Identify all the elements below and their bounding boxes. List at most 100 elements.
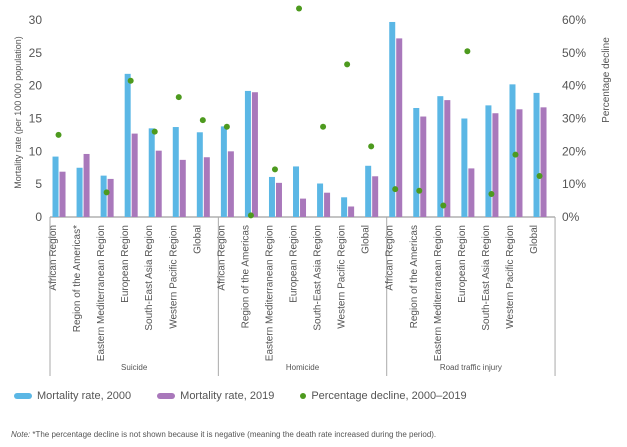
category-label: African Region <box>216 225 227 291</box>
bar-2000 <box>148 128 155 217</box>
bar-2000 <box>461 118 468 217</box>
category-label: Eastern Mediterranean Region <box>264 225 275 361</box>
bar-2019 <box>107 178 114 217</box>
y-left-tick-label: 30 <box>29 13 43 27</box>
bar-2019 <box>203 157 210 217</box>
bar-2000 <box>220 126 227 217</box>
bar-2000 <box>172 127 179 217</box>
bar-2000 <box>485 105 492 217</box>
category-label: Eastern Mediterranean Region <box>96 225 107 361</box>
bar-2000 <box>413 107 420 217</box>
category-label: Global <box>192 225 203 254</box>
bar-2019 <box>227 151 234 217</box>
category-label: European Region <box>120 225 131 303</box>
category-label: Western Pacific Region <box>168 225 179 329</box>
legend-label-2019: Mortality rate, 2019 <box>180 390 275 402</box>
bar-2000 <box>533 92 540 217</box>
bar-2019 <box>492 113 499 217</box>
category-label: African Region <box>48 225 59 291</box>
category-label: Region of the Americas <box>409 225 420 328</box>
y-right-tick-label: 40% <box>562 79 586 93</box>
decline-dot <box>464 48 471 55</box>
category-label: Western Pacific Region <box>337 225 348 329</box>
decline-dot <box>488 191 495 198</box>
y-left-tick-label: 5 <box>35 177 42 191</box>
legend-item-2000: Mortality rate, 2000 <box>14 390 131 402</box>
category-label: South-East Asia Region <box>481 225 492 331</box>
category-label: Western Pacific Region <box>505 225 516 329</box>
bar-2000 <box>244 90 251 217</box>
decline-dot <box>368 143 375 150</box>
decline-dot <box>223 123 230 130</box>
decline-dot <box>127 77 134 84</box>
category-label: African Region <box>385 225 396 291</box>
bar-2019 <box>155 150 162 217</box>
bar-2019 <box>83 153 90 217</box>
bar-2000 <box>52 156 59 217</box>
bar-2000 <box>100 175 107 217</box>
bar-2000 <box>196 132 203 217</box>
bar-2019 <box>324 192 331 217</box>
category-label: South-East Asia Region <box>144 225 155 331</box>
footnote-text: *The percentage decline is not shown bec… <box>30 430 437 439</box>
decline-dot <box>296 5 303 12</box>
bar-2019 <box>300 198 307 217</box>
category-label: Region of the Americas* <box>72 225 83 332</box>
bar-2000 <box>509 84 516 217</box>
bar-2000 <box>268 176 275 217</box>
decline-dot <box>271 166 278 173</box>
legend-swatch-2019 <box>157 393 176 399</box>
bar-2019 <box>468 168 475 217</box>
group-label: Homicide <box>286 363 320 372</box>
y-right-axis-title: Percentage decline <box>601 37 612 123</box>
bar-2000 <box>389 21 396 217</box>
bar-2019 <box>348 206 355 217</box>
group-label: Suicide <box>121 363 148 372</box>
decline-dot <box>440 202 447 209</box>
y-left-axis-title: Mortality rate (per 100 000 population) <box>13 36 23 189</box>
decline-dot <box>151 128 158 135</box>
legend-swatch-2000 <box>14 393 32 399</box>
category-label: European Region <box>457 225 468 303</box>
y-right-tick-label: 10% <box>562 177 586 191</box>
legend-item-decline: Percentage decline, 2000–2019 <box>300 390 467 402</box>
y-right-tick-label: 30% <box>562 112 586 126</box>
y-right-tick-label: 0% <box>562 210 580 224</box>
y-right-tick-label: 50% <box>562 46 586 60</box>
bar-2019 <box>444 100 451 217</box>
decline-dot <box>536 172 543 179</box>
bar-2019 <box>179 159 186 217</box>
decline-dot <box>55 131 62 138</box>
bar-2019 <box>420 116 427 217</box>
footnote: Note: *The percentage decline is not sho… <box>11 430 436 439</box>
bar-2000 <box>365 165 372 217</box>
bar-2000 <box>76 167 83 217</box>
decline-dot <box>416 187 423 194</box>
decline-dot <box>175 94 182 101</box>
category-label: South-East Asia Region <box>313 225 324 331</box>
legend-label-2000: Mortality rate, 2000 <box>37 390 132 402</box>
bar-2000 <box>437 96 444 217</box>
legend-label-decline: Percentage decline, 2000–2019 <box>311 390 467 402</box>
y-left-tick-label: 15 <box>29 112 43 126</box>
category-label: Region of the Americas <box>240 225 251 328</box>
decline-dot <box>199 117 206 124</box>
bar-2019 <box>396 38 403 218</box>
legend: Mortality rate, 2000 Mortality rate, 201… <box>14 390 493 402</box>
decline-dot <box>392 186 399 193</box>
decline-dot <box>247 212 254 219</box>
y-right-tick-label: 60% <box>562 13 586 27</box>
group-label: Road traffic injury <box>440 363 502 372</box>
decline-dot <box>103 189 110 196</box>
decline-dot <box>344 61 351 68</box>
y-left-tick-label: 20 <box>29 79 43 93</box>
decline-dot <box>512 151 519 158</box>
bar-2019 <box>540 107 547 217</box>
bar-2019 <box>372 176 379 217</box>
category-label: Global <box>529 225 540 254</box>
y-right-tick-label: 20% <box>562 144 586 158</box>
y-left-tick-label: 25 <box>29 46 43 60</box>
bar-2019 <box>251 92 258 217</box>
bar-2019 <box>131 133 138 217</box>
